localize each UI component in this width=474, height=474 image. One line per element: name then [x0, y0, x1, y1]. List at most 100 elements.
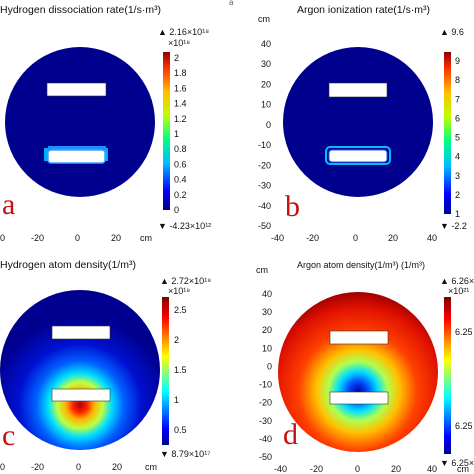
panel-d-unit-label: cm	[256, 265, 268, 275]
panel-b-ytick: -50	[258, 221, 271, 231]
panel-a-colorbar-gradient	[163, 52, 170, 210]
panel-c-upper-electrode	[51, 325, 111, 340]
panel-c-xtick: 0	[0, 462, 5, 472]
panel-c-lower-electrode	[51, 388, 111, 402]
panel-b-colorbar-tick: 1	[455, 209, 460, 219]
panel-d: Argon atom density(1/m³) (1/m³) cm 40 30 2…	[256, 260, 474, 474]
panel-a-xtick: -20	[31, 233, 44, 243]
panel-d-colorbar-tick: 6.25	[455, 421, 473, 431]
panel-d-ytick: 20	[262, 325, 272, 335]
panel-c-colorbar-min: ▼ 8.79×10¹⁷	[160, 449, 210, 459]
panel-c-colorbar: ▲ 2.72×10¹⁹ ×10¹⁹ 2.5 2 1.5 1 0.5 ▼ 8.79×10¹…	[160, 276, 211, 459]
panel-c-colorbar-gradient	[162, 297, 169, 445]
panel-d-ytick: 0	[267, 361, 272, 371]
panel-c: Hydrogen atom density(1/m³) c 0 -20 0 20…	[0, 259, 211, 472]
panel-a-colorbar-min: ▼ -4.23×10¹²	[158, 221, 211, 231]
panel-a-colorbar-max: ▲ 2.16×10¹⁸	[158, 27, 209, 37]
panel-b-colorbar-tick: 8	[455, 75, 460, 85]
panel-b-title: Argon ionization rate(1/s·m³)	[297, 4, 430, 16]
panel-c-colorbar-tick: 2	[174, 335, 179, 345]
panel-c-letter: c	[2, 419, 15, 452]
panel-d-letter: d	[283, 418, 298, 451]
panel-b-hotspot-ring	[325, 146, 391, 165]
panel-a-upper-electrode	[46, 82, 107, 97]
panel-b-xtick: 0	[353, 233, 358, 243]
panel-d-colorbar-exponent: ×10²¹	[448, 286, 469, 296]
panel-c-xticks: 0 -20 0 20 cm	[0, 462, 157, 472]
panel-c-title: Hydrogen atom density(1/m³)	[0, 259, 136, 271]
panel-c-domain	[0, 290, 160, 450]
panel-c-colorbar-tick: 1.5	[174, 365, 187, 375]
panel-a-letter: a	[2, 188, 15, 221]
panel-b-domain	[283, 47, 433, 197]
panel-d-ytick: -40	[259, 434, 272, 444]
panel-b-colorbar-tick: 6	[455, 113, 460, 123]
panel-a: Hydrogen dissociation rate(1/s·m³) a 0 -…	[0, 4, 211, 243]
panel-c-colorbar-max: ▲ 2.72×10¹⁹	[160, 276, 211, 286]
panel-b: Argon ionization rate(1/s·m³) cm 4030201…	[258, 4, 467, 243]
panel-d-xtick: 0	[355, 464, 360, 474]
panel-a-title: Hydrogen dissociation rate(1/s·m³)	[0, 4, 161, 16]
panel-a-colorbar-tick: 0.6	[174, 159, 187, 169]
panel-a-lower-electrode	[47, 149, 106, 164]
panel-a-colorbar-tick: 0.8	[174, 144, 187, 154]
panel-d-title: Argon atom density(1/m³) (1/m³)	[297, 260, 425, 270]
panel-b-corner-letter: a	[229, 0, 234, 7]
panel-b-ytick: 10	[261, 100, 271, 110]
panel-b-colorbar: ▲ 9.6 9 8 7 6 5 4 3 2 1 ▼ -2.2	[440, 27, 467, 231]
panel-c-xtick: cm	[145, 462, 157, 472]
panel-a-colorbar-tick: 1.4	[174, 99, 187, 109]
panel-d-colorbar-gradient	[444, 297, 451, 454]
panel-a-colorbar-tick: 1.8	[174, 68, 187, 78]
panel-d-xticks: -40 -20 0 20 40 cm	[274, 464, 469, 474]
panel-d-upper-electrode	[329, 330, 389, 345]
panel-b-colorbar-gradient	[444, 52, 451, 214]
panel-b-ytick: -30	[258, 181, 271, 191]
panel-a-domain	[5, 47, 155, 197]
panel-b-ytick: -10	[258, 140, 271, 150]
panel-a-xtick: 20	[111, 233, 121, 243]
panel-b-xtick: 40	[427, 233, 437, 243]
panel-a-colorbar-tick: 0.4	[174, 175, 187, 185]
panel-a-colorbar: ▲ 2.16×10¹⁸ ×10¹⁸ 2 1.8 1.6 1.4 1.2 1 0.8 0.6 0.…	[158, 27, 211, 231]
panel-c-colorbar-exponent: ×10¹⁹	[168, 286, 190, 296]
panel-a-xtick: 0	[0, 233, 5, 243]
panel-d-xtick: 20	[391, 464, 401, 474]
panel-b-colorbar-tick: 9	[455, 56, 460, 66]
panel-d-xtick: -20	[310, 464, 323, 474]
panel-d-colorbar-max: ▲ 6.26×10²¹	[440, 276, 474, 286]
panel-c-colorbar-tick: 1	[174, 395, 179, 405]
panel-b-xticks: -40 -20 0 20 40	[271, 233, 437, 243]
panel-b-colorbar-max: ▲ 9.6	[440, 27, 464, 37]
panel-a-colorbar-tick: 0.2	[174, 190, 187, 200]
panel-d-xtick: cm	[457, 464, 469, 474]
panel-b-ytick: -40	[258, 201, 271, 211]
panel-b-xtick: 20	[388, 233, 398, 243]
panel-b-ytick: -20	[258, 160, 271, 170]
panel-b-ytick: 20	[261, 79, 271, 89]
panel-b-colorbar-tick: 2	[455, 190, 460, 200]
panel-a-xticks: 0 -20 0 20 cm	[0, 233, 152, 243]
panel-b-xtick: -40	[271, 233, 284, 243]
panel-b-colorbar-tick: 4	[455, 152, 460, 162]
panel-d-xtick: -40	[274, 464, 287, 474]
panel-b-colorbar-tick: 7	[455, 94, 460, 104]
panel-b-unit-label: cm	[258, 14, 270, 24]
panel-d-ytick: 30	[262, 307, 272, 317]
panel-b-field	[325, 146, 391, 165]
panel-b-ytick: 30	[261, 59, 271, 69]
panel-a-xtick: cm	[140, 233, 152, 243]
panel-d-ytick: 10	[262, 343, 272, 353]
panel-d-colorbar-tick: 6.25	[455, 327, 473, 337]
panel-c-colorbar-tick: 0.5	[174, 425, 187, 435]
panel-d-xtick: 40	[427, 464, 437, 474]
panel-b-ytick: 0	[266, 120, 271, 130]
panel-b-colorbar-tick: 3	[455, 171, 460, 181]
panel-d-colorbar: ▲ 6.26×10²¹ ×10²¹ 6.25 6.25 ▼ 6.25×10²¹	[440, 276, 474, 468]
panel-d-ytick: -30	[259, 416, 272, 426]
panel-a-colorbar-tick: 1.6	[174, 83, 187, 93]
panel-a-colorbar-tick: 1.2	[174, 114, 187, 124]
panel-a-colorbar-tick: 1	[174, 129, 179, 139]
panel-c-colorbar-tick: 2.5	[174, 305, 187, 315]
